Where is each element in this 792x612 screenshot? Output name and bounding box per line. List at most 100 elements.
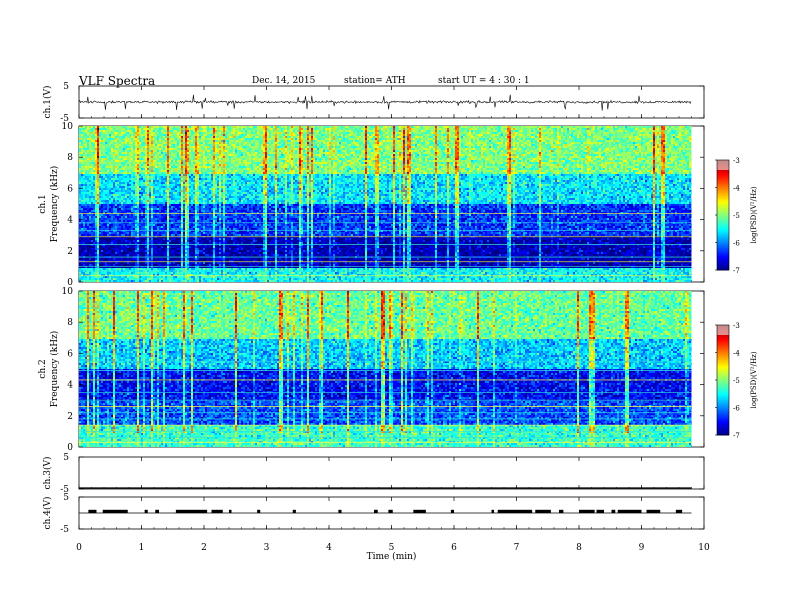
ch1-psd-cell (493, 152, 495, 154)
ch1-psd-cell (87, 142, 89, 144)
ch1-psd-cell (667, 136, 669, 138)
ch1-psd-cell (373, 128, 375, 130)
ch1-psd-cell (367, 138, 371, 140)
ch1-psd-cell (599, 148, 601, 150)
ch1-psd-cell (343, 138, 345, 140)
ch1-psd-cell (511, 128, 513, 130)
ch1-psd-cell (293, 156, 295, 158)
ch1-psd-cell (687, 158, 689, 160)
ch1-psd-cell (499, 128, 501, 130)
ch1-psd-cell (549, 138, 551, 140)
ch1-psd-cell (371, 152, 373, 154)
ch1-psd-cell (105, 146, 107, 148)
ch1-psd-cell (409, 148, 411, 150)
ch1-psd-cell (359, 136, 361, 138)
ch1-psd-cell (163, 160, 165, 162)
ch1-psd-cell (97, 132, 99, 134)
ch1-psd-cell (589, 136, 591, 138)
ch1-psd-cell (651, 132, 653, 134)
ch4-pulse (388, 510, 392, 513)
ch1-psd-cell (509, 156, 511, 158)
ch1-psd-cell (609, 138, 611, 140)
ch1-psd-cell (551, 152, 553, 154)
ch1-psd-cell (651, 146, 653, 148)
ch1-psd-cell (103, 134, 107, 136)
ch1-psd-cell (683, 126, 685, 128)
ch1-psd-cell (137, 154, 139, 156)
ch1-psd-cell (207, 142, 209, 144)
ch1-psd-cell (147, 140, 149, 142)
ch1-psd-cell (87, 136, 89, 138)
ch1-psd-cell (191, 130, 193, 132)
ch1-psd-cell (567, 128, 569, 130)
ch1-psd-cell (325, 146, 327, 148)
ch1-psd-cell (485, 128, 487, 130)
ch1-psd-cell (553, 158, 555, 160)
ch1-psd-cell (89, 130, 91, 132)
ch1-psd-cell (375, 142, 377, 144)
ch1-psd-cell (591, 140, 593, 142)
ch1-psd-cell (415, 136, 417, 138)
ch1-psd-cell (171, 138, 173, 140)
ch1-psd-cell (455, 144, 457, 146)
ch1-psd-cell (139, 134, 141, 136)
ch1-psd-cell (125, 160, 127, 162)
ch1-psd-cell (261, 146, 263, 148)
ch1-psd-cell (541, 134, 543, 136)
ch1-psd-cell (135, 128, 137, 130)
ch1-psd-cell (115, 134, 117, 136)
ch1-psd-cell (201, 126, 203, 128)
ch1-psd-cell (445, 142, 447, 144)
ch1-psd-cell (465, 144, 471, 146)
ch1-psd-cell (607, 128, 609, 130)
ch1-psd-cell (349, 150, 351, 152)
ch1-psd-cell (121, 146, 123, 148)
ch1-psd-cell (205, 136, 207, 138)
ch1-psd-cell (265, 132, 267, 134)
ch1-psd-cell (617, 136, 623, 138)
ch1-psd-cell (393, 142, 395, 144)
ch1-psd-cell (107, 132, 111, 134)
ch1-psd-cell (659, 132, 661, 134)
ch1-psd-cell (407, 140, 411, 142)
ch1-psd-cell (117, 150, 121, 152)
ch1-psd-cell (555, 150, 557, 152)
ch1-psd-cell (265, 144, 267, 146)
ch1-psd-cell (619, 140, 623, 142)
ch1-psd-cell (317, 148, 319, 150)
ch1-psd-cell (581, 156, 583, 158)
ch1-psd-cell (497, 140, 499, 142)
ch1-psd-cell (681, 128, 683, 130)
ch1-psd-cell (297, 128, 299, 130)
ch1-psd-cell (191, 128, 193, 130)
ch1-psd-cell (351, 126, 355, 128)
ch1-psd-cell (443, 138, 445, 140)
ch1-psd-cell (617, 140, 619, 142)
ch1-psd-cell (137, 130, 139, 132)
ch1-psd-cell (571, 142, 575, 144)
ch1-psd-cell (281, 152, 283, 154)
ch1-psd-cell (81, 136, 83, 138)
ch1-psd-cell (219, 132, 221, 134)
ch1-psd-cell (523, 146, 525, 148)
ch1-psd-cell (157, 158, 159, 160)
ch1-psd-cell (413, 152, 415, 154)
ch1-psd-cell (177, 132, 179, 134)
ch1-psd-cell (461, 156, 463, 158)
ch1-psd-cell (417, 156, 419, 158)
ch1-psd-cell (481, 154, 483, 156)
ch1-psd-cell (627, 130, 631, 132)
ch1-psd-cell (357, 146, 361, 148)
ch1-psd-cell (527, 154, 531, 156)
ch1-psd-cell (137, 152, 139, 154)
ch1-psd-cell (301, 138, 303, 140)
ch1-psd-cell (277, 136, 279, 138)
ch1-psd-cell (419, 146, 421, 148)
ch1-psd-cell (533, 136, 535, 138)
ch1-psd-cell (291, 154, 293, 156)
ch1-psd-cell (311, 126, 313, 128)
ch1-psd-cell (219, 152, 221, 154)
ch1-psd-cell (275, 126, 277, 128)
ch1-psd-cell (451, 140, 453, 142)
ch1-psd-cell (517, 128, 521, 130)
